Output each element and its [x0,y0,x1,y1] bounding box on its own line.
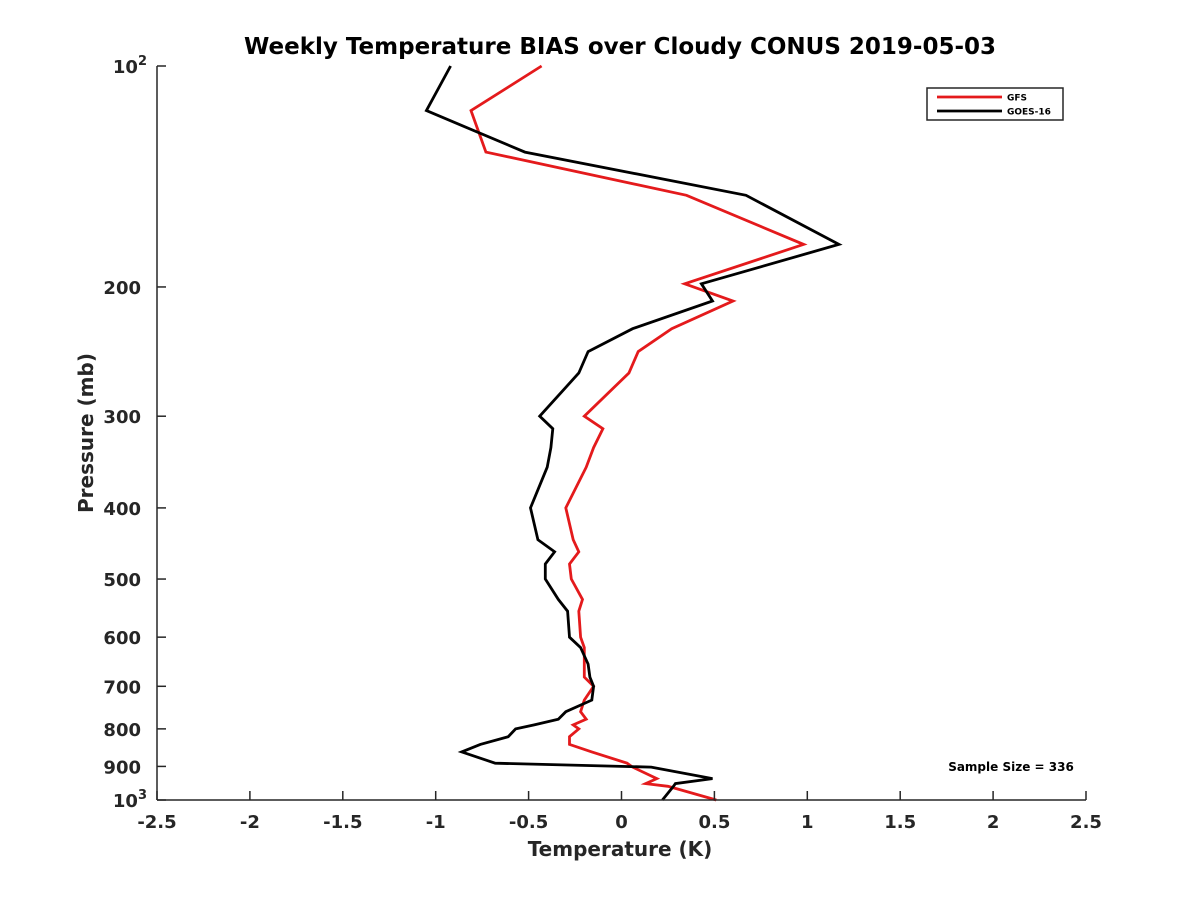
legend-label: GOES-16 [1007,108,1051,118]
y-tick-label: 800 [103,720,141,741]
y-axis-label: Pressure (mb) [74,353,98,513]
x-tick-label: -1.5 [323,812,362,833]
series-line-goes-16 [424,65,843,801]
series-line-gfs [469,64,808,802]
axes: -2.5 -2 -1.5 -1 -0.5 0 0.5 1 1.5 2 2.5 102 200 300 400… [103,54,1102,833]
chart-title: Weekly Temperature BIAS over Cloudy CONU… [244,34,996,60]
x-tick-label: -0.5 [509,812,548,833]
x-tick-label: 0 [615,812,628,833]
x-tick-label: 2.5 [1070,812,1102,833]
x-tick-label: -2.5 [137,812,176,833]
y-tick-label: 103 [113,788,147,812]
y-tick-label: 300 [103,407,141,428]
x-axis-label: Temperature (K) [528,837,713,861]
legend: GFS GOES-16 [926,87,1064,121]
x-tick-label: 1.5 [884,812,916,833]
legend-label: GFS [1007,94,1027,104]
y-tick-label: 200 [103,278,141,299]
x-tick-label: 1 [801,812,814,833]
legend-box [926,87,1064,121]
x-tick-label: -1 [426,812,446,833]
x-tick-label: -2 [240,812,260,833]
y-tick-label: 400 [103,499,141,520]
x-tick-label: 0.5 [698,812,730,833]
y-tick-label: 900 [103,757,141,778]
y-tick-label: 600 [103,628,141,649]
y-tick-label: 102 [113,54,147,78]
y-tick-label: 500 [103,570,141,591]
x-tick-label: 2 [987,812,1000,833]
plot-area [424,64,843,802]
sample-size-annotation: Sample Size = 336 [948,760,1074,774]
y-tick-label: 700 [103,677,141,698]
